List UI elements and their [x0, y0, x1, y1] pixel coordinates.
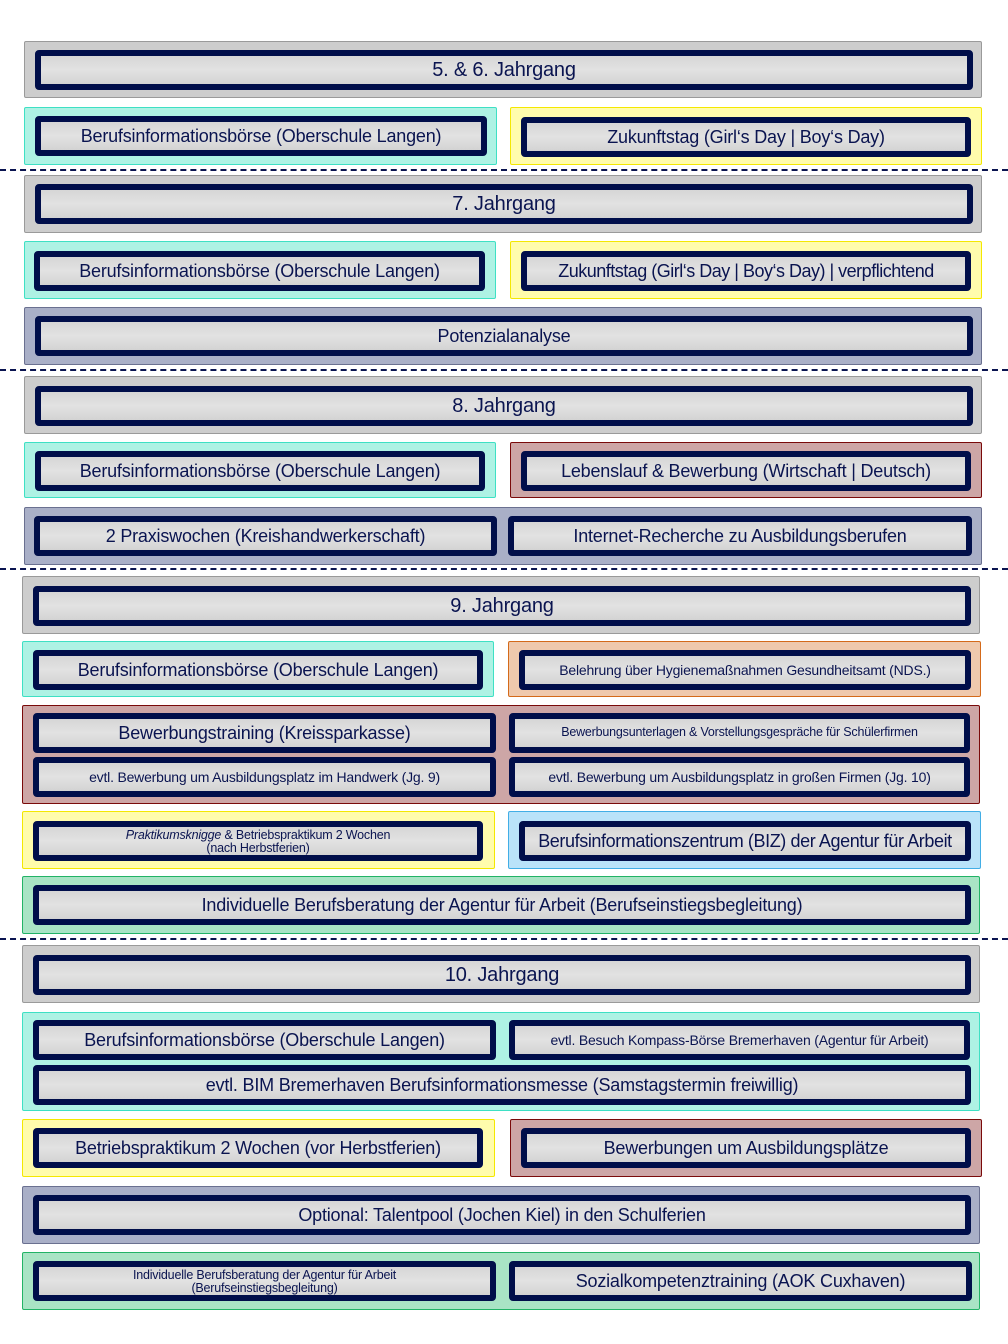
lebenslauf-item: Lebenslauf & Bewerbung (Wirtschaft | Deu…	[521, 451, 971, 491]
grade-8-title: 8. Jahrgang	[35, 386, 973, 426]
kompass-boerse-item: evtl. Besuch Kompass-Börse Bremerhaven (…	[509, 1020, 970, 1060]
praktikum-item: Praktikumsknigge & Betriebspraktikum 2 W…	[33, 821, 483, 861]
divider	[0, 568, 1008, 570]
grade-8-bib: Berufsinformationsbörse (Oberschule Lang…	[24, 442, 496, 498]
bewerbung-firmen-item: evtl. Bewerbung um Ausbildungsplatz in g…	[509, 757, 970, 797]
bib-item: Berufsinformationsbörse (Oberschule Lang…	[33, 1020, 496, 1060]
grade-8-lebenslauf: Lebenslauf & Bewerbung (Wirtschaft | Deu…	[510, 442, 982, 498]
praktikum-line2: (nach Herbstferien)	[206, 841, 310, 856]
beratung-line2: (Berufseinstiegsbegleitung)	[191, 1281, 338, 1296]
grade-5-6-title: 5. & 6. Jahrgang	[35, 50, 973, 90]
grade-9-beratung: Individuelle Berufsberatung der Agentur …	[22, 876, 980, 934]
grade-5-6-zukunftstag: Zukunftstag (Girl‘s Day | Boy‘s Day)	[510, 107, 982, 165]
divider	[0, 369, 1008, 371]
grade-10-talentpool: Optional: Talentpool (Jochen Kiel) in de…	[22, 1186, 980, 1244]
talentpool-item: Optional: Talentpool (Jochen Kiel) in de…	[33, 1195, 971, 1235]
grade-5-6-header: 5. & 6. Jahrgang	[24, 41, 982, 98]
bewerbungstraining-item: Bewerbungstraining (Kreissparkasse)	[33, 713, 496, 753]
grade-9-header: 9. Jahrgang	[22, 576, 980, 634]
divider	[0, 938, 1008, 940]
zukunftstag-item: Zukunftstag (Girl‘s Day | Boy‘s Day) | v…	[521, 251, 971, 291]
grade-7-bib: Berufsinformationsbörse (Oberschule Lang…	[24, 241, 496, 299]
berufsberatung-item: Individuelle Berufsberatung der Agentur …	[33, 1261, 496, 1301]
grade-7-header: 7. Jahrgang	[24, 175, 982, 233]
bib-item: Berufsinformationsbörse (Oberschule Lang…	[35, 451, 485, 491]
grade-10-bewerbungen: Bewerbungen um Ausbildungsplätze	[510, 1119, 982, 1177]
sozialkompetenz-item: Sozialkompetenztraining (AOK Cuxhaven)	[509, 1261, 972, 1301]
praxiswochen-item: 2 Praxiswochen (Kreishandwerkerschaft)	[34, 516, 497, 556]
berufsberatung-item: Individuelle Berufsberatung der Agentur …	[33, 885, 971, 925]
grade-10-title: 10. Jahrgang	[33, 955, 971, 995]
bib-item: Berufsinformationsbörse (Oberschule Lang…	[35, 116, 487, 156]
biz-item: Berufsinformationszentrum (BIZ) der Agen…	[519, 821, 971, 861]
grade-7-potenzial: Potenzialanalyse	[24, 307, 982, 365]
grade-10-beratung-row: Individuelle Berufsberatung der Agentur …	[22, 1252, 980, 1310]
hygiene-item: Belehrung über Hygienemaßnahmen Gesundhe…	[519, 650, 971, 690]
betriebspraktikum-item: Betriebspraktikum 2 Wochen (vor Herbstfe…	[33, 1128, 483, 1168]
grade-9-title: 9. Jahrgang	[33, 586, 971, 626]
praktikum-text: & Betriebspraktikum 2 Wochen	[221, 828, 391, 842]
grade-10-praktikum: Betriebspraktikum 2 Wochen (vor Herbstfe…	[22, 1119, 495, 1177]
bewerbung-handwerk-item: evtl. Bewerbung um Ausbildungsplatz im H…	[33, 757, 496, 797]
beratung-line1: Individuelle Berufsberatung der Agentur …	[132, 1268, 397, 1282]
divider	[0, 169, 1008, 171]
bim-messe-item: evtl. BIM Bremerhaven Berufsinformations…	[33, 1065, 971, 1105]
grade-9-hygiene: Belehrung über Hygienemaßnahmen Gesundhe…	[508, 641, 981, 697]
grade-7-title: 7. Jahrgang	[35, 184, 973, 224]
grade-9-bewerbung-block: Bewerbungstraining (Kreissparkasse) Bewe…	[22, 705, 980, 804]
grade-5-6-bib: Berufsinformationsbörse (Oberschule Lang…	[24, 107, 497, 165]
zukunftstag-item: Zukunftstag (Girl‘s Day | Boy‘s Day)	[521, 117, 971, 157]
internet-recherche-item: Internet-Recherche zu Ausbildungsberufen	[508, 516, 972, 556]
grade-7-zukunftstag: Zukunftstag (Girl‘s Day | Boy‘s Day) | v…	[510, 241, 982, 299]
bib-item: Berufsinformationsbörse (Oberschule Lang…	[34, 251, 485, 291]
grade-9-bib: Berufsinformationsbörse (Oberschule Lang…	[22, 641, 494, 697]
bewerbungen-item: Bewerbungen um Ausbildungsplätze	[521, 1128, 971, 1168]
bewerbungsunterlagen-item: Bewerbungsunterlagen & Vorstellungsgespr…	[509, 713, 970, 753]
grade-10-messen-block: Berufsinformationsbörse (Oberschule Lang…	[22, 1012, 980, 1111]
grade-9-biz: Berufsinformationszentrum (BIZ) der Agen…	[508, 811, 981, 869]
grade-10-header: 10. Jahrgang	[22, 945, 980, 1003]
grade-8-praxis-row: 2 Praxiswochen (Kreishandwerkerschaft) I…	[24, 507, 982, 565]
grade-9-praktikum: Praktikumsknigge & Betriebspraktikum 2 W…	[22, 811, 495, 869]
bib-item: Berufsinformationsbörse (Oberschule Lang…	[33, 650, 483, 690]
potenzialanalyse-item: Potenzialanalyse	[35, 316, 973, 356]
praktikumsknigge-text: Praktikumsknigge	[125, 828, 222, 842]
grade-8-header: 8. Jahrgang	[24, 376, 982, 434]
